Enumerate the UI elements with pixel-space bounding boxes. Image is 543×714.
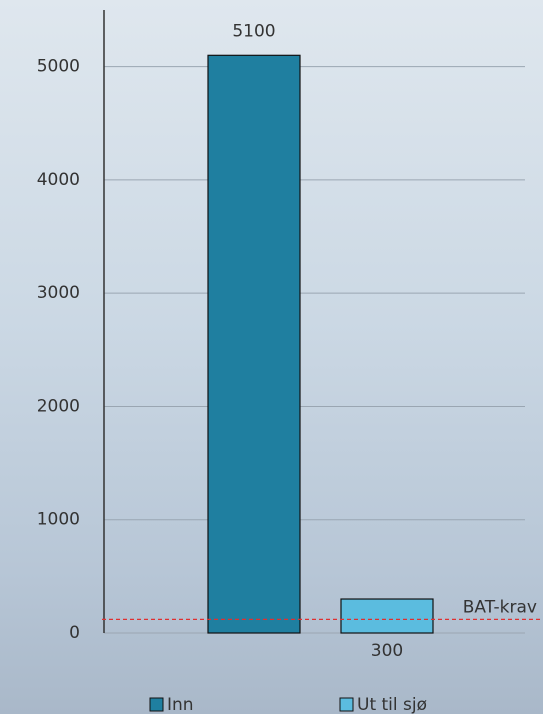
y-tick-label: 5000	[37, 57, 80, 77]
data-label: 5100	[232, 21, 275, 41]
y-tick-label: 3000	[37, 283, 80, 303]
bar	[340, 598, 434, 634]
reference-label: BAT-krav	[463, 597, 537, 617]
y-tick-label: 2000	[37, 396, 80, 416]
legend-swatch	[339, 697, 354, 712]
legend-label: Inn	[167, 695, 194, 714]
y-tick-label: 0	[69, 623, 80, 643]
legend-swatch	[149, 697, 164, 712]
y-tick-label: 1000	[37, 510, 80, 530]
legend-label: Ut til sjø	[357, 695, 427, 714]
bar	[207, 54, 301, 634]
data-label: 300	[371, 641, 403, 661]
y-tick-label: 4000	[37, 170, 80, 190]
